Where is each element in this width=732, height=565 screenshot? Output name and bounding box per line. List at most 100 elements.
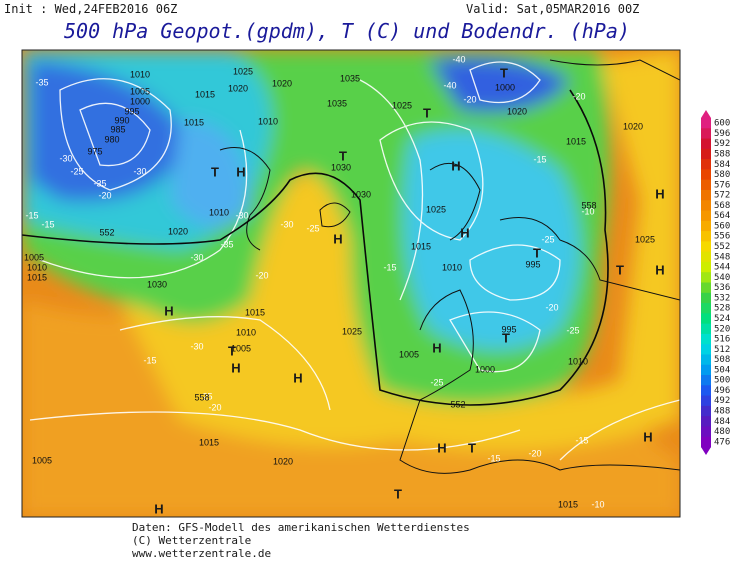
pressure-center: H [460, 225, 469, 240]
pressure-center: T [339, 148, 347, 163]
isobar-label: 1015 [195, 89, 215, 99]
isobar-label: 1005 [231, 343, 251, 353]
scale-label: 572 [714, 191, 730, 201]
isobar-label: 1020 [623, 121, 643, 131]
valid-time: Valid: Sat,05MAR2016 00Z [466, 2, 639, 16]
scale-arrow-bottom [701, 447, 711, 455]
scale-label: 544 [714, 263, 730, 273]
temperature-label: -30 [59, 153, 72, 163]
pressure-center: T [211, 164, 219, 179]
field-blue-mid [170, 120, 250, 228]
scale-label: 508 [714, 355, 730, 365]
isobar-label: 1025 [342, 326, 362, 336]
scale-label: 520 [714, 324, 730, 334]
scale-cell [701, 261, 711, 273]
temperature-label: -35 [35, 77, 48, 87]
isobar-label: 1025 [635, 234, 655, 244]
scale-label: 536 [714, 283, 730, 293]
isobar-label: 995 [501, 324, 516, 334]
isobar-label: 1010 [568, 356, 588, 366]
isobar-label: 1010 [130, 69, 150, 79]
temperature-label: -25 [199, 391, 212, 401]
scale-label: 484 [714, 417, 730, 427]
temperature-label: -20 [208, 402, 221, 412]
temperature-label: -25 [70, 166, 83, 176]
temperature-label: -25 [566, 325, 579, 335]
map-title: 500 hPa Geopot.(gpdm), T (C) und Bodendr… [64, 19, 630, 43]
scale-label: 568 [714, 201, 730, 211]
scale-label: 504 [714, 365, 730, 375]
isobar-label: 1005 [24, 252, 44, 262]
temperature-label: -15 [143, 355, 156, 365]
pressure-center: T [228, 343, 236, 358]
isobar-label: 1005 [130, 86, 150, 96]
scale-cell [701, 375, 711, 386]
temperature-label: -35 [93, 178, 106, 188]
init-time: Init : Wed,24FEB2016 06Z [4, 2, 177, 16]
temperature-label: -20 [572, 91, 585, 101]
temperature-label: -10 [591, 499, 604, 509]
scale-cell [701, 333, 711, 345]
temperature-label: -40 [452, 54, 465, 64]
isobar-label: 995 [124, 106, 139, 116]
pressure-center: H [164, 303, 173, 318]
pressure-center: H [643, 429, 652, 444]
scale-label: 556 [714, 232, 730, 242]
isobar-label: 1015 [566, 136, 586, 146]
temperature-label: -15 [533, 154, 546, 164]
contour-label: 558 [194, 392, 209, 402]
scale-label: 548 [714, 252, 730, 262]
temperature-label: -25 [541, 234, 554, 244]
pressure-center: H [451, 158, 460, 173]
isobar-label: 980 [104, 134, 119, 144]
scale-label: 488 [714, 407, 730, 417]
isobar-label: 990 [114, 115, 129, 125]
scale-cell [701, 138, 711, 150]
scale-cell [701, 220, 711, 232]
isobar-label: 1015 [558, 499, 578, 509]
temperature-label: -20 [528, 448, 541, 458]
temperature-label: -20 [255, 270, 268, 280]
scale-label: 476 [714, 437, 730, 447]
temperature-label: -20 [545, 302, 558, 312]
isobar-label: 1010 [27, 262, 47, 272]
temperature-label: -30 [235, 210, 248, 220]
footer-line: www.wetterzentrale.de [132, 547, 271, 560]
scale-cell [701, 189, 711, 201]
scale-label: 560 [714, 221, 730, 231]
pressure-center: H [655, 186, 664, 201]
isobars [29, 61, 680, 461]
field-blue-west [30, 60, 190, 202]
color-scale: 6005965925885845805765725685645605565525… [701, 110, 730, 455]
isobar-label: 1020 [273, 456, 293, 466]
scale-label: 576 [714, 180, 730, 190]
isobar-label: 1000 [475, 364, 495, 374]
footer-line: (C) Wetterzentrale [132, 534, 251, 547]
scale-cell [701, 272, 711, 283]
scale-cell [701, 282, 711, 294]
temperature-label: -20 [463, 94, 476, 104]
scale-cell [701, 323, 711, 335]
scale-label: 584 [714, 160, 730, 170]
scale-cell [701, 303, 711, 314]
scale-label: 540 [714, 273, 730, 283]
scale-cell [701, 405, 711, 417]
scale-cell [701, 354, 711, 366]
scale-cell [701, 210, 711, 222]
isobar-label: 1015 [184, 117, 204, 127]
isobar-label: 1015 [27, 272, 47, 282]
scale-cell [701, 169, 711, 181]
scale-cell [701, 313, 711, 325]
temperature-label: -15 [25, 210, 38, 220]
coastlines [219, 59, 680, 474]
scale-label: 532 [714, 293, 730, 303]
scale-cell [701, 395, 711, 407]
isobar-label: 1020 [228, 83, 248, 93]
isobar-label: 1000 [495, 82, 515, 92]
contour-label: 558 [581, 200, 596, 210]
scale-label: 564 [714, 211, 730, 221]
scale-cell [701, 364, 711, 376]
scale-label: 516 [714, 335, 730, 345]
